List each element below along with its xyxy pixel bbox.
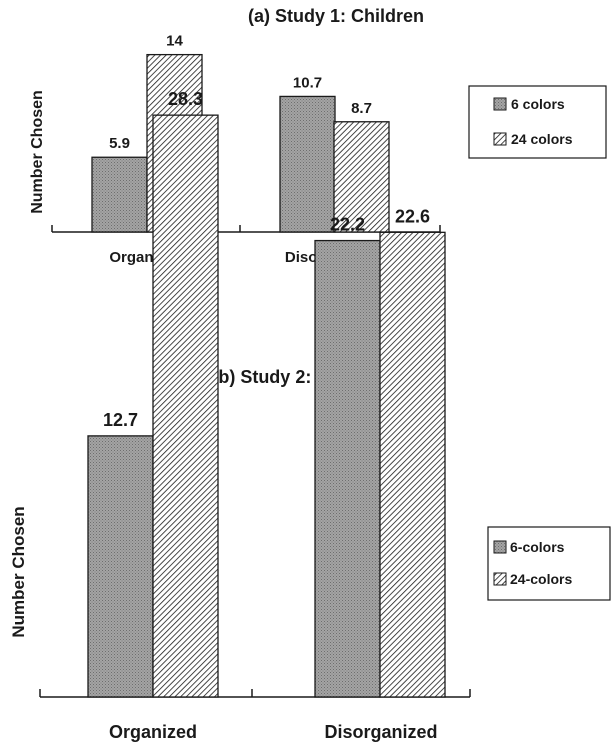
chart-b-legend-label-24colors: 24-colors [510,571,572,587]
chart-b-label-6colors-organized: 12.7 [103,410,138,430]
chart-a-bar-6colors-organized [91,156,148,233]
chart-a-bar-24colors-disorganized [333,121,390,233]
chart-a-title: (a) Study 1: Children [248,6,424,26]
chart-a-label-6colors-organized: 5.9 [109,135,130,152]
chart-a-bar-6colors-disorganized [279,95,336,233]
chart-b-label-24colors-organized: 28.3 [168,89,203,109]
chart-b-bar-24colors-organized [152,114,219,698]
chart-a-label-24colors-organized: 14 [166,33,183,50]
chart-b-bar-24colors-disorganized [379,231,446,698]
chart-b-category-organized: Organized [109,722,197,742]
chart-b-legend: 6-colors 24-colors [487,526,611,601]
chart-a: (a) Study 1: Children Number Chosen 5.9 … [29,6,607,266]
chart-a-legend-swatch-24colors [493,132,507,146]
chart-b-y-axis-label: Number Chosen [9,506,28,637]
chart-b-legend-swatch-6colors [493,540,507,554]
chart-b-legend-swatch-24colors [493,572,507,586]
chart-a-legend-box [468,85,607,159]
chart-a-legend-label-6colors: 6 colors [511,96,565,112]
chart-b-category-disorganized: Disorganized [324,722,437,742]
chart-a-y-axis-label: Number Chosen [29,90,46,214]
chart-b-bar-6colors-organized [87,435,154,698]
chart-b-legend-label-6colors: 6-colors [510,539,565,555]
chart-b-legend-box [487,526,611,601]
chart-a-label-24colors-disorganized: 8.7 [351,100,372,117]
chart-b-label-6colors-disorganized: 22.2 [330,215,365,235]
chart-a-legend-label-24colors: 24 colors [511,131,573,147]
chart-a-label-6colors-disorganized: 10.7 [293,74,322,91]
chart-a-legend: 6 colors 24 colors [468,85,607,159]
chart-b: (b) Study 2: Adults Number Chosen 12.7 2… [9,89,611,742]
chart-a-legend-swatch-6colors [493,97,507,111]
chart-b-label-24colors-disorganized: 22.6 [395,206,430,226]
chart-b-bar-6colors-disorganized [314,239,381,698]
